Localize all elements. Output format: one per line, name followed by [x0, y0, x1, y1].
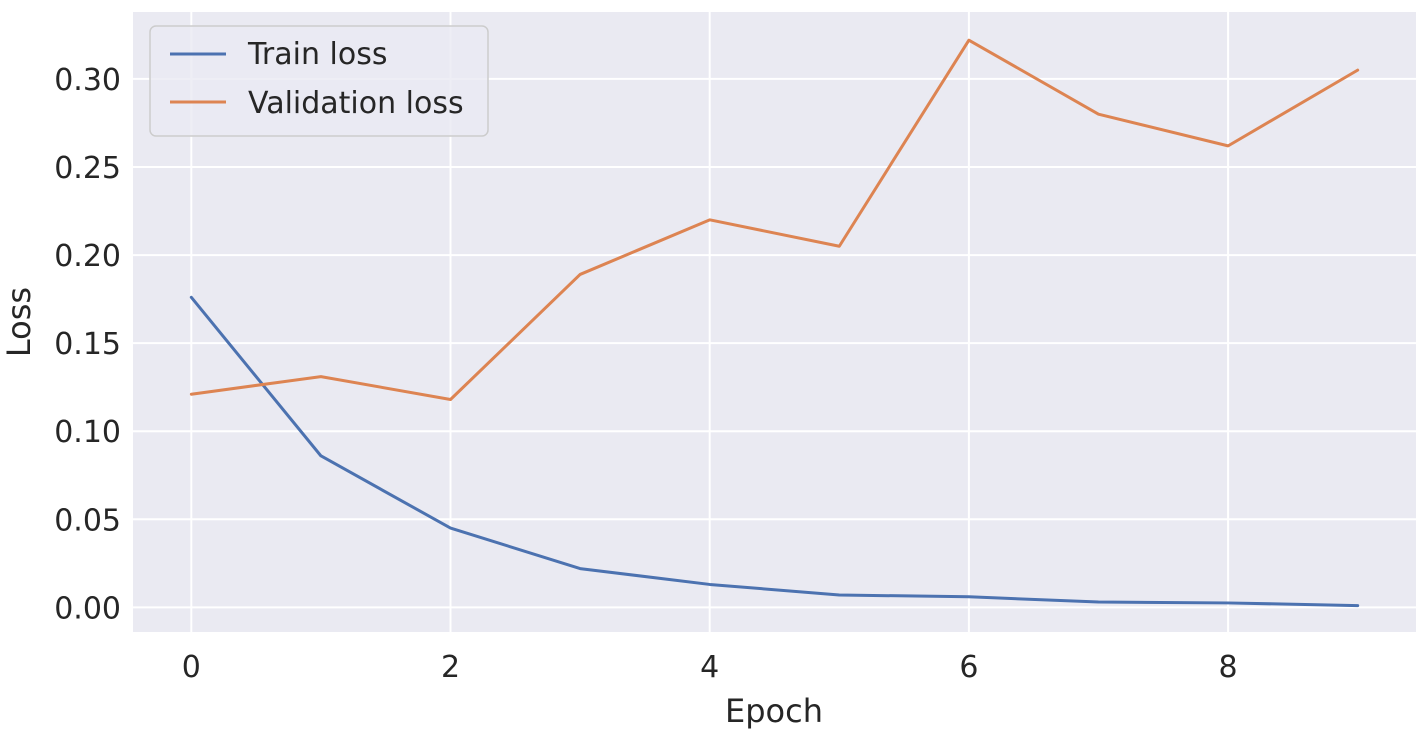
- legend-label-validation: Validation loss: [248, 86, 464, 121]
- x-tick-label: 8: [1219, 650, 1238, 685]
- series-line-train-loss: [189, 295, 1360, 608]
- y-tick-label: 0.00: [54, 591, 121, 626]
- legend-box: [149, 25, 489, 137]
- series-line-validation-loss: [189, 38, 1360, 401]
- x-tick-label: 6: [959, 650, 978, 685]
- legend: Train loss Validation loss: [149, 25, 489, 137]
- legend-label-train: Train loss: [247, 37, 387, 72]
- y-grid-lines: [133, 77, 1416, 609]
- y-tick-label: 0.10: [54, 415, 121, 450]
- x-tick-labels: 0 2 4 6 8: [182, 650, 1238, 685]
- y-tick-label: 0.15: [54, 327, 121, 362]
- series-lines: [189, 38, 1360, 608]
- x-tick-label: 2: [441, 650, 460, 685]
- x-tick-label: 4: [700, 650, 719, 685]
- y-tick-label: 0.05: [54, 503, 121, 538]
- y-tick-label: 0.30: [54, 63, 121, 98]
- y-tick-labels: 0.00 0.05 0.10 0.15 0.20 0.25 0.30: [54, 63, 121, 626]
- y-axis-title: Loss: [0, 287, 38, 357]
- x-tick-label: 0: [182, 650, 201, 685]
- y-tick-label: 0.25: [54, 151, 121, 186]
- y-tick-label: 0.20: [54, 239, 121, 274]
- x-axis-title: Epoch: [725, 692, 823, 730]
